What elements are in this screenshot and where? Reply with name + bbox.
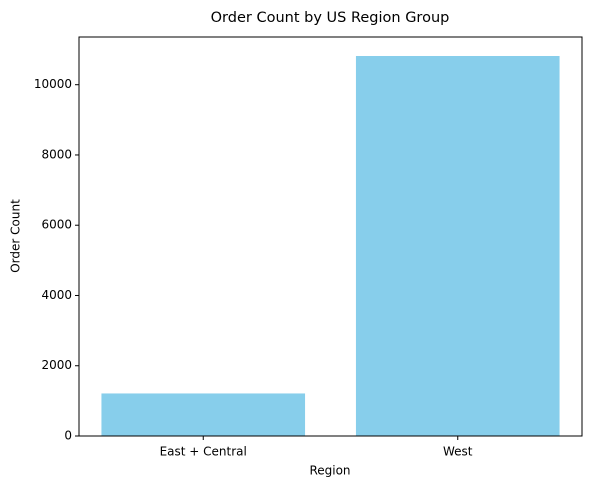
bar [355,56,560,437]
y-axis-label: Order Count [9,199,23,273]
y-tick-label: 4000 [41,288,72,302]
x-tick-label: East + Central [160,445,247,459]
plot-frame [78,36,583,437]
x-axis-label: Region [309,464,350,478]
y-tick-label: 0 [64,429,72,443]
y-tick-label: 2000 [41,358,72,372]
chart-title: Order Count by US Region Group [211,10,450,26]
y-tick-label: 6000 [41,218,72,232]
y-tick-label: 8000 [41,147,72,161]
bar [101,393,306,436]
x-tick-label: West [443,445,473,459]
y-tick-label: 10000 [34,77,72,91]
